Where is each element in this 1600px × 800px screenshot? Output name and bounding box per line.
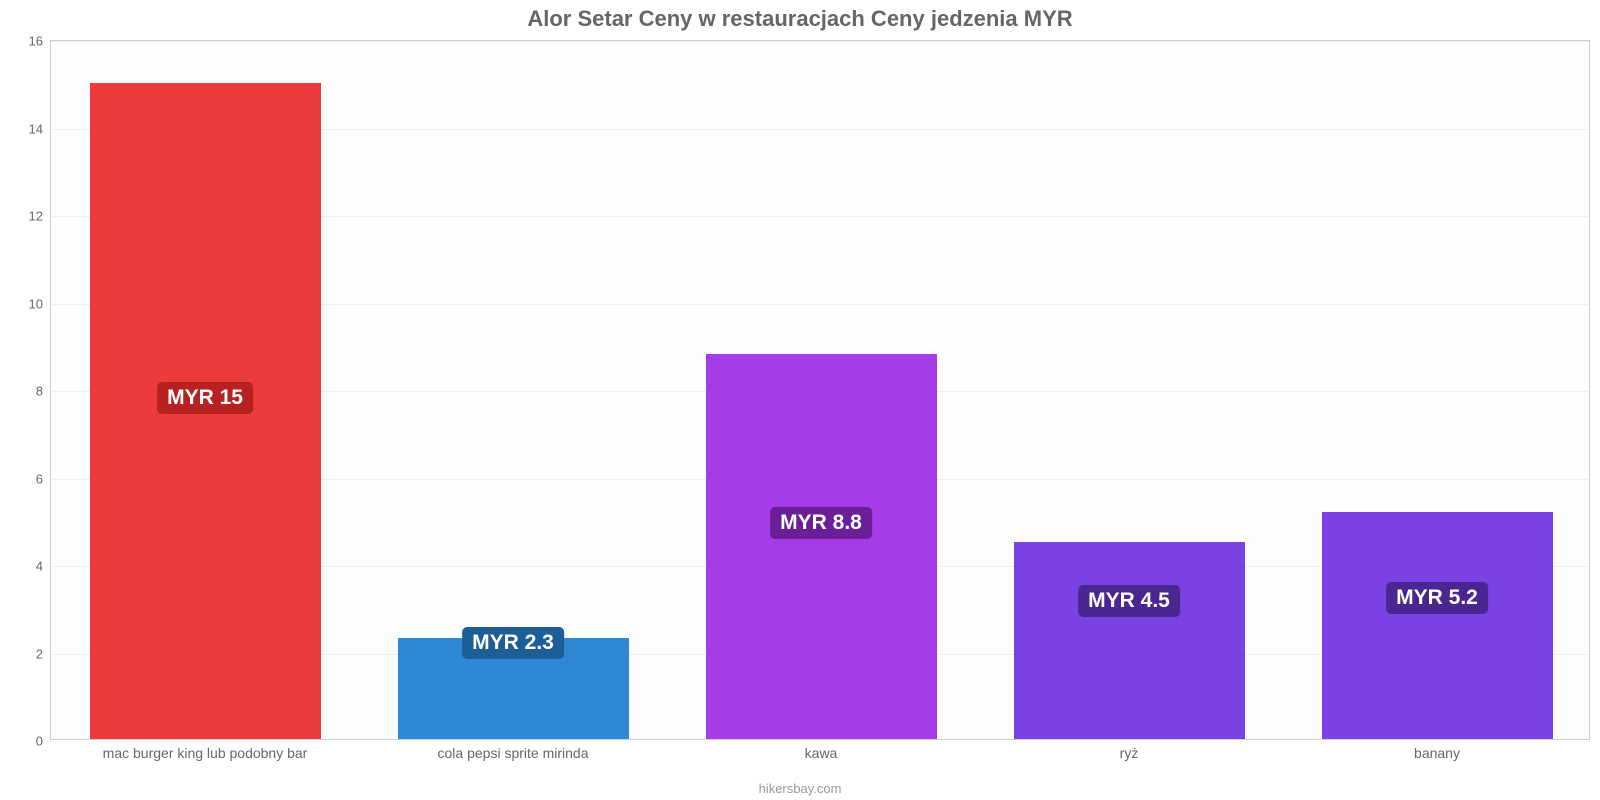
bar-value-badge: MYR 15 xyxy=(157,382,253,414)
xtick-label: ryż xyxy=(1120,745,1139,761)
bar-value-badge: MYR 8.8 xyxy=(770,507,872,539)
xtick-label: cola pepsi sprite mirinda xyxy=(438,745,589,761)
bar: MYR 8.8 xyxy=(706,354,937,739)
ytick-label: 2 xyxy=(36,646,43,661)
bar: MYR 5.2 xyxy=(1322,512,1553,740)
chart-title: Alor Setar Ceny w restauracjach Ceny jed… xyxy=(0,0,1600,32)
ytick-label: 14 xyxy=(29,121,43,136)
bar: MYR 15 xyxy=(90,83,321,739)
ytick-label: 12 xyxy=(29,209,43,224)
xtick-label: banany xyxy=(1414,745,1460,761)
ytick-label: 4 xyxy=(36,559,43,574)
ytick-label: 10 xyxy=(29,296,43,311)
xtick-label: kawa xyxy=(805,745,838,761)
gridline xyxy=(51,41,1589,42)
price-bar-chart: Alor Setar Ceny w restauracjach Ceny jed… xyxy=(0,0,1600,800)
xtick-label: mac burger king lub podobny bar xyxy=(103,745,308,761)
ytick-label: 16 xyxy=(29,34,43,49)
bar-value-badge: MYR 4.5 xyxy=(1078,585,1180,617)
ytick-label: 6 xyxy=(36,471,43,486)
bar-value-badge: MYR 2.3 xyxy=(462,627,564,659)
plot-area: 0246810121416MYR 15mac burger king lub p… xyxy=(50,40,1590,740)
bar: MYR 2.3 xyxy=(398,638,629,739)
chart-footer: hikersbay.com xyxy=(759,781,842,796)
bar: MYR 4.5 xyxy=(1014,542,1245,739)
bar-value-badge: MYR 5.2 xyxy=(1386,582,1488,614)
ytick-label: 0 xyxy=(36,734,43,749)
ytick-label: 8 xyxy=(36,384,43,399)
